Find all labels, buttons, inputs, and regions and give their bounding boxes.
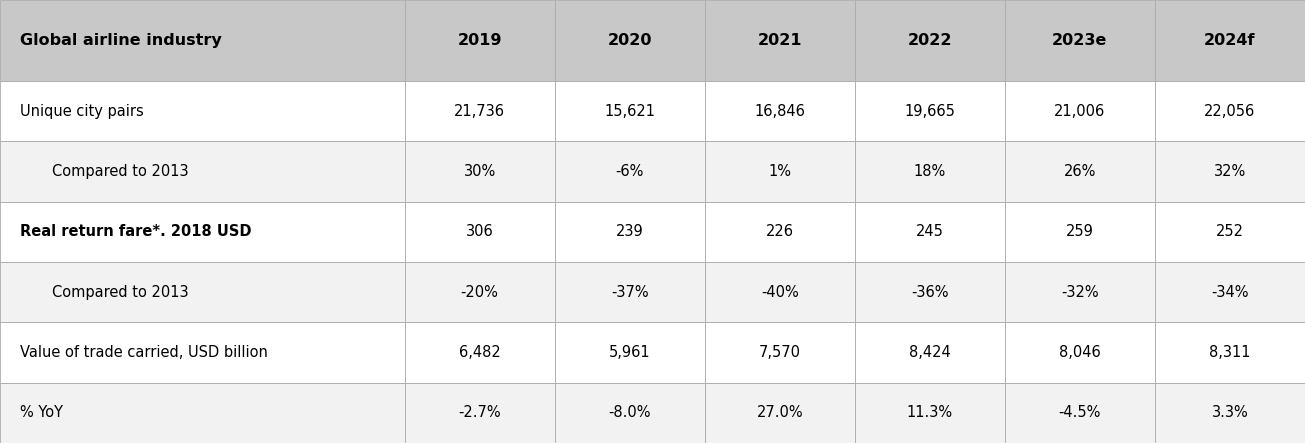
Text: 245: 245 bbox=[916, 224, 944, 239]
Bar bbox=[0, 262, 405, 323]
Text: -34%: -34% bbox=[1211, 285, 1249, 299]
Bar bbox=[555, 141, 705, 202]
Text: 15,621: 15,621 bbox=[604, 104, 655, 119]
Text: 11.3%: 11.3% bbox=[907, 405, 953, 420]
Bar bbox=[855, 202, 1005, 262]
Text: -4.5%: -4.5% bbox=[1058, 405, 1101, 420]
Text: Compared to 2013: Compared to 2013 bbox=[52, 285, 189, 299]
Bar bbox=[705, 262, 855, 323]
Bar bbox=[555, 323, 705, 383]
Bar bbox=[405, 323, 555, 383]
Bar bbox=[405, 262, 555, 323]
Bar bbox=[0, 202, 405, 262]
Bar bbox=[855, 323, 1005, 383]
Bar bbox=[1155, 141, 1305, 202]
Text: -40%: -40% bbox=[761, 285, 799, 299]
Bar bbox=[555, 0, 705, 81]
Text: 252: 252 bbox=[1216, 224, 1244, 239]
Bar bbox=[0, 383, 405, 443]
Text: 8,311: 8,311 bbox=[1210, 345, 1250, 360]
Text: 30%: 30% bbox=[463, 164, 496, 179]
Bar bbox=[855, 81, 1005, 141]
Text: 1%: 1% bbox=[769, 164, 791, 179]
Text: Value of trade carried, USD billion: Value of trade carried, USD billion bbox=[20, 345, 268, 360]
Text: 2019: 2019 bbox=[457, 33, 502, 48]
Text: Unique city pairs: Unique city pairs bbox=[20, 104, 144, 119]
Bar bbox=[1005, 262, 1155, 323]
Text: 7,570: 7,570 bbox=[758, 345, 801, 360]
Bar bbox=[1005, 323, 1155, 383]
Text: 32%: 32% bbox=[1214, 164, 1246, 179]
Bar bbox=[1005, 202, 1155, 262]
Bar bbox=[705, 323, 855, 383]
Bar bbox=[0, 323, 405, 383]
Text: -32%: -32% bbox=[1061, 285, 1099, 299]
Bar bbox=[855, 0, 1005, 81]
Text: 226: 226 bbox=[766, 224, 793, 239]
Text: 2023e: 2023e bbox=[1052, 33, 1108, 48]
Bar bbox=[1005, 141, 1155, 202]
Bar bbox=[705, 383, 855, 443]
Text: -6%: -6% bbox=[616, 164, 643, 179]
Bar bbox=[1005, 0, 1155, 81]
Text: 26%: 26% bbox=[1064, 164, 1096, 179]
Bar bbox=[405, 141, 555, 202]
Text: 16,846: 16,846 bbox=[754, 104, 805, 119]
Text: 239: 239 bbox=[616, 224, 643, 239]
Text: 5,961: 5,961 bbox=[609, 345, 650, 360]
Text: -36%: -36% bbox=[911, 285, 949, 299]
Text: -20%: -20% bbox=[461, 285, 499, 299]
Text: 18%: 18% bbox=[913, 164, 946, 179]
Bar bbox=[555, 262, 705, 323]
Bar bbox=[1005, 81, 1155, 141]
Text: 3.3%: 3.3% bbox=[1211, 405, 1249, 420]
Bar bbox=[555, 383, 705, 443]
Text: Global airline industry: Global airline industry bbox=[20, 33, 222, 48]
Bar bbox=[555, 81, 705, 141]
Bar bbox=[0, 81, 405, 141]
Bar bbox=[1155, 383, 1305, 443]
Bar bbox=[0, 0, 405, 81]
Text: Real return fare*. 2018 USD: Real return fare*. 2018 USD bbox=[20, 224, 251, 239]
Bar bbox=[405, 81, 555, 141]
Bar bbox=[1155, 81, 1305, 141]
Bar bbox=[705, 202, 855, 262]
Bar bbox=[705, 81, 855, 141]
Bar bbox=[1155, 262, 1305, 323]
Text: 2021: 2021 bbox=[757, 33, 803, 48]
Text: 27.0%: 27.0% bbox=[757, 405, 803, 420]
Bar bbox=[405, 383, 555, 443]
Bar bbox=[0, 141, 405, 202]
Bar bbox=[855, 383, 1005, 443]
Text: 19,665: 19,665 bbox=[904, 104, 955, 119]
Text: 2020: 2020 bbox=[607, 33, 652, 48]
Bar bbox=[555, 202, 705, 262]
Text: 6,482: 6,482 bbox=[459, 345, 500, 360]
Text: 2022: 2022 bbox=[907, 33, 953, 48]
Text: 21,006: 21,006 bbox=[1054, 104, 1105, 119]
Bar bbox=[1155, 0, 1305, 81]
Text: -2.7%: -2.7% bbox=[458, 405, 501, 420]
Text: 259: 259 bbox=[1066, 224, 1094, 239]
Text: 8,046: 8,046 bbox=[1060, 345, 1100, 360]
Text: 2024f: 2024f bbox=[1205, 33, 1255, 48]
Bar bbox=[855, 262, 1005, 323]
Bar bbox=[1005, 383, 1155, 443]
Text: 21,736: 21,736 bbox=[454, 104, 505, 119]
Bar bbox=[705, 0, 855, 81]
Bar bbox=[405, 0, 555, 81]
Bar bbox=[405, 202, 555, 262]
Bar bbox=[1155, 323, 1305, 383]
Text: -8.0%: -8.0% bbox=[608, 405, 651, 420]
Bar bbox=[1155, 202, 1305, 262]
Text: 22,056: 22,056 bbox=[1205, 104, 1255, 119]
Text: 8,424: 8,424 bbox=[910, 345, 950, 360]
Bar bbox=[855, 141, 1005, 202]
Text: % YoY: % YoY bbox=[20, 405, 63, 420]
Text: 306: 306 bbox=[466, 224, 493, 239]
Text: Compared to 2013: Compared to 2013 bbox=[52, 164, 189, 179]
Bar bbox=[705, 141, 855, 202]
Text: -37%: -37% bbox=[611, 285, 649, 299]
